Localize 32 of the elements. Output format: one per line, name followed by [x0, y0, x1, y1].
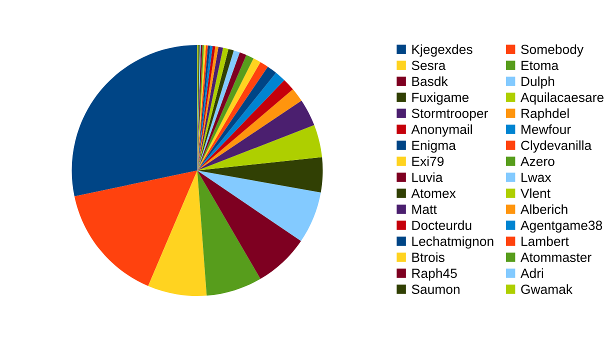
legend-label: Basdk [412, 76, 448, 86]
legend-label: Saumon [412, 284, 460, 294]
legend-label: Btrois [412, 252, 444, 262]
legend-label: Docteurdu [412, 220, 472, 230]
legend-label: Agentgame38 [520, 220, 602, 233]
legend-label: Alberich [520, 204, 568, 214]
legend-label: Anonymail [411, 124, 472, 137]
legend-label: Lwax [522, 172, 552, 182]
legend-label: Luvia [412, 172, 443, 182]
legend-label: Atommaster [520, 252, 592, 262]
legend-label: Etoma [522, 60, 559, 70]
legend-label: Clydevanilla [521, 140, 592, 153]
legend-label: Gwamak [521, 284, 573, 294]
legend-label: Somebody [521, 44, 584, 57]
legend-label: Azero [520, 156, 554, 166]
legend-label: Enigma [412, 140, 456, 153]
legend-label: Kjegexdes [412, 44, 472, 57]
legend-label: Mewfour [522, 124, 571, 134]
legend-label: Atomex [411, 188, 456, 198]
legend-label: Sesra [412, 60, 446, 70]
legend-label: Lechatmignon [412, 236, 494, 249]
legend-label: Aquilacaesare [520, 92, 604, 105]
legend-label: Fuxigame [412, 92, 469, 105]
legend-label: Adri [520, 268, 544, 278]
legend-label: Raphdel [522, 108, 569, 121]
legend-label: Lambert [522, 236, 569, 246]
legend-label: Vlent [520, 188, 550, 198]
legend-label: Matt [412, 204, 437, 214]
legend-label: Dulph [522, 76, 554, 89]
legend-label: Stormtrooper [412, 108, 488, 121]
legend-label: Exi79 [412, 156, 444, 166]
legend-label: Raph45 [412, 268, 457, 281]
